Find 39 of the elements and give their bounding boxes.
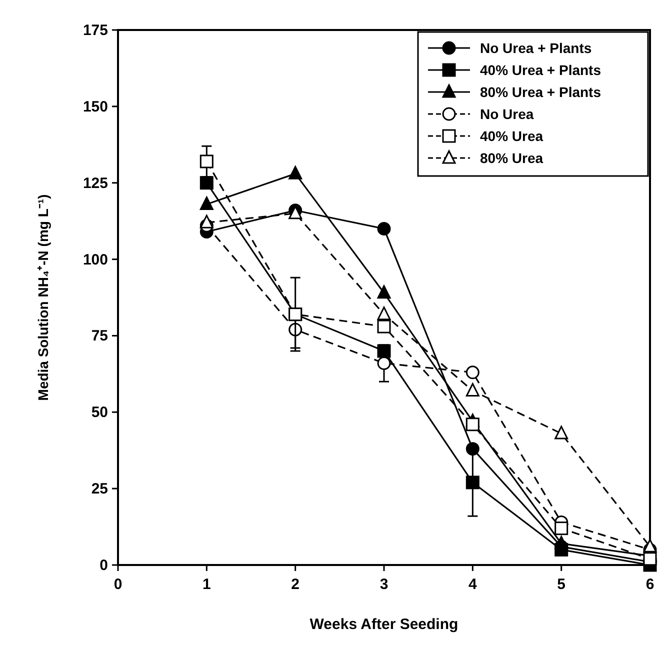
point bbox=[643, 538, 657, 552]
x-tick-label: 6 bbox=[646, 576, 654, 593]
point bbox=[466, 418, 480, 432]
point bbox=[377, 306, 391, 320]
x-tick-label: 1 bbox=[202, 576, 211, 593]
point bbox=[288, 166, 302, 180]
legend-label: 40% Urea bbox=[480, 128, 544, 144]
y-tick-label: 100 bbox=[82, 251, 108, 268]
y-tick-label: 150 bbox=[82, 98, 108, 116]
x-axis-title: Weeks After Seeding bbox=[310, 616, 458, 633]
point bbox=[377, 356, 391, 370]
point bbox=[377, 320, 391, 334]
point bbox=[200, 176, 214, 190]
point bbox=[377, 222, 391, 236]
x-tick-label: 4 bbox=[468, 576, 478, 593]
legend-label: 40% Urea + Plants bbox=[480, 62, 602, 78]
point bbox=[643, 552, 657, 566]
legend-label: No Urea bbox=[480, 106, 534, 122]
point bbox=[200, 196, 214, 210]
legend-label: No Urea + Plants bbox=[480, 40, 592, 56]
x-tick-label: 2 bbox=[291, 576, 300, 593]
y-tick-label: 175 bbox=[82, 22, 108, 39]
point bbox=[466, 476, 480, 490]
y-tick-label: 50 bbox=[91, 404, 108, 422]
x-tick-label: 5 bbox=[557, 576, 566, 593]
y-tick-label: 125 bbox=[82, 174, 108, 192]
point bbox=[554, 536, 568, 550]
point bbox=[554, 522, 568, 536]
point bbox=[200, 154, 214, 168]
point bbox=[377, 285, 391, 299]
point bbox=[200, 214, 214, 228]
y-tick-label: 75 bbox=[91, 328, 108, 345]
y-tick-label: 25 bbox=[91, 480, 108, 498]
y-axis-title: Media Solution NH₄⁺-N (mg L⁻¹) bbox=[35, 194, 51, 401]
x-tick-label: 3 bbox=[380, 576, 388, 593]
legend-label: 80% Urea + Plants bbox=[480, 84, 602, 100]
legend-label: 80% Urea bbox=[480, 150, 544, 166]
y-tick-label: 0 bbox=[100, 557, 108, 574]
x-tick-label: 0 bbox=[114, 576, 122, 593]
